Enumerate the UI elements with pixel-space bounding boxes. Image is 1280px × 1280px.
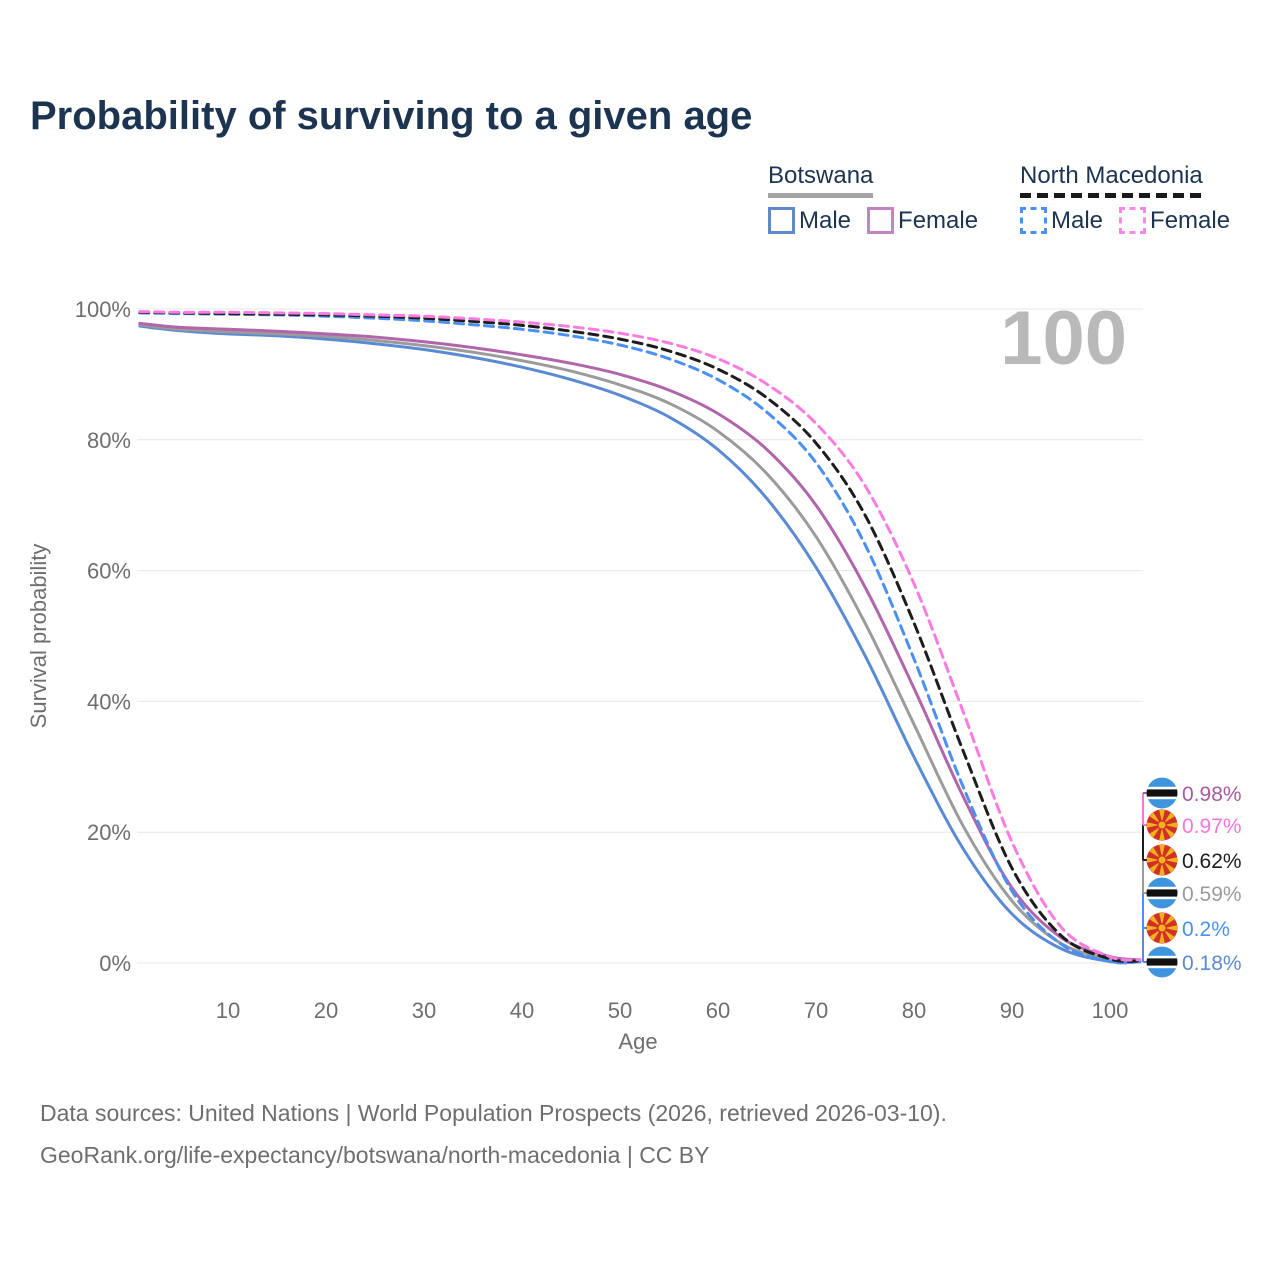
legend-item-north-macedonia-female[interactable]: Female [1119,207,1230,234]
x-tick-label: 30 [412,998,436,1023]
legend-row-north-macedonia: Male Female [1020,207,1230,234]
legend-item-label: Female [898,206,979,234]
solid-line-style-indicator [768,193,874,198]
curve-botswana-female [138,321,1142,962]
legend-item-label: Male [799,206,852,234]
legend-country-label: North Macedonia [1020,162,1203,189]
dashed-line-style-indicator [1020,193,1203,198]
solid-swatch-icon [867,207,895,234]
footer-data-sources: Data sources: United Nations | World Pop… [40,1100,947,1126]
end-value-label-north-macedonia-total: 0.62% [1182,850,1242,873]
curve-north-macedonia-female [138,310,1142,962]
curve-north-macedonia-male [138,311,1142,965]
x-tick-label: 60 [706,998,730,1023]
x-tick-label: 40 [510,998,534,1023]
curve-botswana-male [138,324,1142,965]
legend-group-north-macedonia: North Macedonia Male Female [1020,161,1230,234]
north-macedonia-flag-icon [1146,844,1178,876]
page-title: Probability of surviving to a given age [30,94,753,138]
x-tick-label: 50 [608,998,632,1023]
legend-item-botswana-female[interactable]: Female [867,207,978,234]
legend-country-north-macedonia[interactable]: North Macedonia [1020,161,1203,198]
y-axis-title: Survival probability [26,544,51,729]
end-value-label-north-macedonia-female: 0.97% [1182,815,1242,838]
dashed-swatch-icon [1020,207,1047,234]
y-tick-label: 100% [75,297,131,322]
botswana-flag-icon [1146,877,1178,909]
footer-attribution-link: GeoRank.org/life-expectancy/botswana/nor… [40,1142,710,1169]
curve-north-macedonia-total [138,310,1142,963]
y-tick-label: 20% [87,820,131,845]
legend-item-label: Female [1150,206,1231,234]
footer: Data sources: United Nations | World Pop… [40,1100,947,1169]
legend-item-label: Male [1051,206,1104,234]
end-value-label-botswana-total: 0.59% [1182,883,1242,906]
north-macedonia-flag-icon [1146,912,1178,944]
x-tick-label: 10 [216,998,240,1023]
solid-swatch-icon [768,207,795,234]
age-watermark: 100 [1000,296,1127,381]
legend-item-botswana-male[interactable]: Male [768,207,851,234]
y-tick-label: 80% [87,428,131,453]
x-tick-label: 80 [902,998,926,1023]
end-value-label-north-macedonia-male: 0.2% [1182,918,1230,941]
y-tick-label: 60% [87,559,131,584]
x-tick-label: 70 [804,998,828,1023]
north-macedonia-flag-icon [1146,809,1178,841]
legend-country-label: Botswana [768,162,874,189]
curve-botswana-total [138,323,1142,963]
botswana-flag-icon [1146,946,1178,978]
botswana-flag-icon [1146,777,1178,809]
x-tick-label: 100 [1092,998,1129,1023]
end-value-label-botswana-male: 0.18% [1182,952,1242,975]
y-tick-label: 40% [87,689,131,714]
end-value-label-botswana-female: 0.98% [1182,783,1242,806]
y-tick-label: 0% [99,951,131,976]
x-tick-label: 20 [314,998,338,1023]
dashed-swatch-icon [1119,207,1147,234]
legend-group-botswana: Botswana Male Female [768,161,978,234]
legend-country-botswana[interactable]: Botswana [768,161,874,198]
legend-row-botswana: Male Female [768,207,978,234]
x-tick-label: 90 [1000,998,1024,1023]
x-axis-title: Age [618,1029,657,1054]
legend-item-north-macedonia-male[interactable]: Male [1020,207,1103,234]
